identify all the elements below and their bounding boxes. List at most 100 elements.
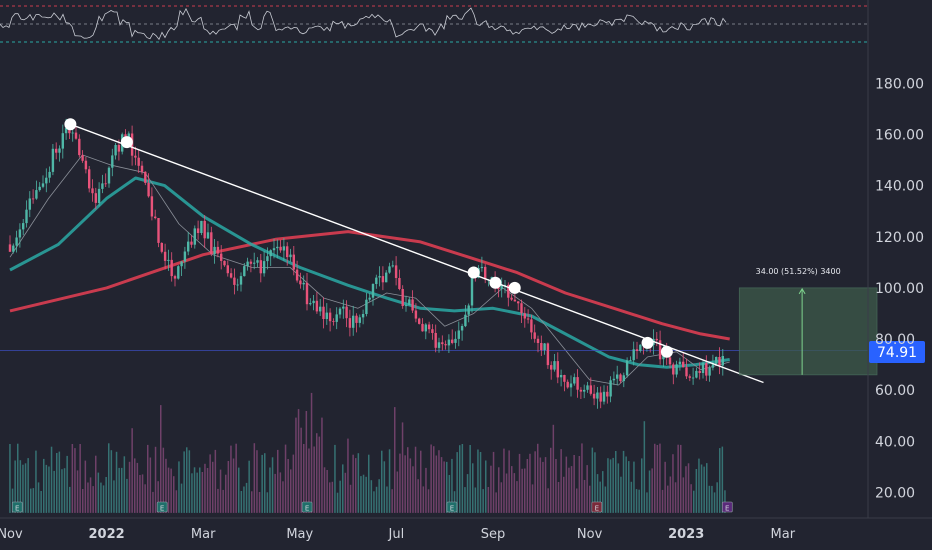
volume-bar — [269, 467, 271, 513]
candle-body — [441, 342, 444, 345]
candle-body — [55, 148, 58, 153]
volume-bar — [277, 449, 279, 513]
trendline-touch-point[interactable] — [64, 118, 77, 131]
volume-bar — [682, 477, 685, 513]
candle-body — [38, 186, 41, 191]
volume-bar — [612, 457, 614, 513]
candle-body — [58, 148, 61, 153]
candle-body — [137, 157, 140, 166]
volume-bar — [573, 455, 575, 513]
volume-bar — [152, 491, 154, 513]
candle-body — [325, 312, 328, 319]
volume-bar — [290, 469, 292, 513]
volume-bar — [14, 460, 16, 513]
volume-bar — [305, 411, 308, 513]
volume-bar — [664, 461, 666, 513]
x-tick-label: 2022 — [89, 527, 125, 542]
volume-bar — [154, 446, 157, 513]
volume-bar — [334, 444, 336, 513]
trendline-touch-point[interactable] — [660, 345, 673, 358]
volume-bar — [570, 466, 573, 513]
volume-bar — [503, 448, 505, 513]
candle-body — [84, 160, 88, 170]
candle-body — [672, 364, 675, 375]
candle-body — [523, 313, 526, 319]
x-tick-label: Mar — [771, 527, 796, 542]
candle-body — [206, 232, 210, 239]
volume-bar — [178, 461, 180, 513]
trendline-touch-point[interactable] — [641, 336, 654, 349]
volume-bar — [430, 444, 432, 513]
volume-bar — [74, 448, 76, 513]
price-axis[interactable]: 20.00 40.00 60.00 80.00 100.00 120.00 140.00 16… — [875, 76, 924, 501]
volume-bar — [630, 481, 633, 513]
candle-body — [550, 365, 553, 370]
volume-bar — [219, 469, 222, 513]
volume-bar — [24, 463, 27, 513]
candle-body — [150, 196, 154, 217]
time-axis[interactable]: Nov 2022 Mar May Jul Sep Nov 2023 Mar — [0, 527, 796, 542]
volume-bar — [209, 454, 211, 513]
volume-bar — [492, 451, 495, 513]
y-tick-label: 140.00 — [875, 179, 924, 195]
candle-body — [246, 261, 249, 267]
volume-bar — [435, 455, 438, 513]
volume-bar — [160, 405, 162, 513]
earnings-marker-label: E — [725, 505, 729, 513]
volume-bar — [284, 444, 287, 513]
candle-body — [25, 209, 28, 224]
measure-box[interactable] — [738, 287, 878, 376]
trendline-touch-point[interactable] — [489, 276, 502, 289]
candle-body — [163, 251, 167, 261]
volume-bar — [542, 461, 544, 513]
drawings-overlay[interactable]: 34.00 (51.52%) 3400 74.91 — [64, 118, 925, 384]
volume-bar — [110, 450, 113, 513]
volume-bar — [508, 450, 510, 513]
candle-body — [685, 367, 688, 377]
volume-bar — [240, 491, 243, 513]
candle-body — [484, 266, 487, 280]
candle-body — [203, 220, 206, 239]
volume-bar — [282, 481, 284, 513]
volume-bar — [646, 492, 648, 513]
volume-bar — [336, 492, 339, 513]
candle-body — [546, 343, 550, 366]
volume-bar — [591, 447, 594, 513]
volume-bar — [394, 407, 396, 513]
trendline-touch-point[interactable] — [120, 136, 133, 149]
volume-bar — [479, 452, 482, 513]
candle-body — [589, 385, 592, 394]
trendline-touch-point[interactable] — [467, 266, 480, 279]
volume-bar — [40, 491, 42, 513]
candle-body — [365, 299, 368, 314]
candle-body — [513, 299, 517, 302]
candle-body — [276, 246, 279, 249]
volume-bar — [118, 467, 120, 513]
volume-bar — [175, 490, 178, 513]
volume-bar — [204, 463, 206, 513]
volume-bar — [511, 466, 513, 513]
volume-bar — [563, 476, 565, 513]
volume-bar — [183, 451, 185, 513]
candle-body — [41, 183, 45, 187]
candle-body — [711, 364, 715, 368]
volume-bar — [417, 479, 419, 513]
volume-bar — [620, 476, 622, 513]
candle-body — [536, 338, 540, 343]
volume-bar — [477, 449, 479, 513]
volume-bar — [498, 467, 500, 513]
x-tick-label: Sep — [481, 527, 506, 542]
trendline-touch-point[interactable] — [508, 281, 521, 294]
candle-body — [216, 246, 220, 254]
candle-body — [259, 260, 262, 274]
volume-bar — [126, 478, 128, 513]
candle-body — [480, 266, 484, 269]
candle-body — [460, 326, 464, 331]
volume-bar — [622, 450, 625, 513]
volume-bar — [685, 466, 687, 513]
candle-body — [193, 228, 196, 245]
volume-bar — [43, 458, 45, 513]
volume-bar — [360, 476, 362, 513]
volume-bar — [721, 446, 724, 513]
